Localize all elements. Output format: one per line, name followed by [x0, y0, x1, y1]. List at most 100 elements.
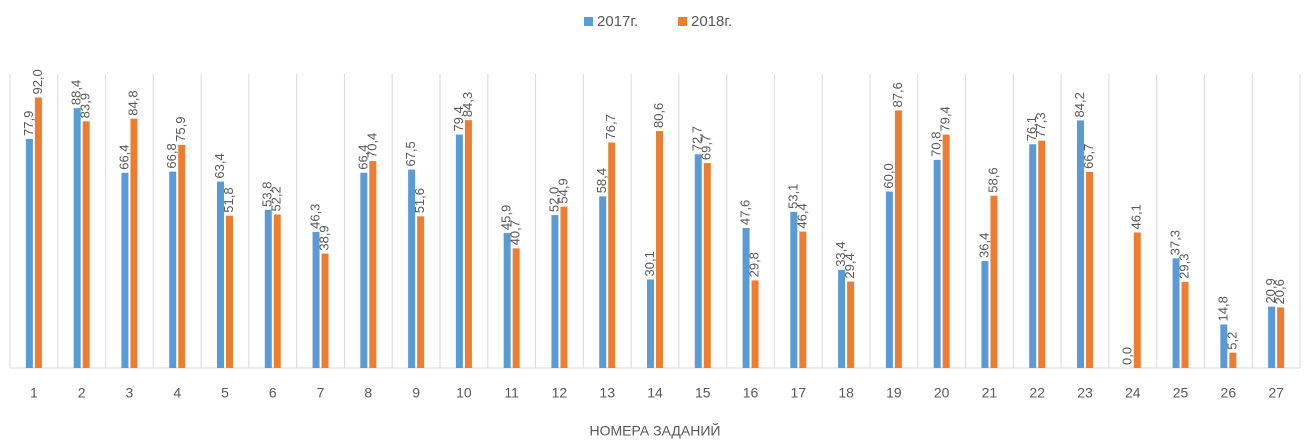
x-tick-label: 13	[599, 385, 615, 401]
legend-label: 2017г.	[597, 13, 638, 30]
value-label: 66,4	[355, 144, 370, 169]
value-label: 70,4	[364, 133, 379, 158]
bar	[608, 142, 616, 368]
value-label: 53,1	[785, 184, 800, 209]
bar	[694, 154, 702, 368]
value-label: 66,7	[1081, 144, 1096, 169]
value-label: 20,6	[1272, 279, 1287, 304]
x-tick-label: 24	[1125, 385, 1141, 401]
bar	[217, 181, 224, 368]
value-label: 76,1	[1024, 116, 1039, 141]
x-tick-label: 17	[791, 385, 807, 401]
x-tick-label: 4	[173, 385, 181, 401]
value-label: 83,9	[78, 93, 93, 118]
x-tick-label: 18	[838, 385, 854, 401]
x-tick-label: 12	[552, 385, 568, 401]
x-tick-label: 16	[743, 385, 759, 401]
value-label: 14,8	[1215, 296, 1230, 321]
bar	[742, 228, 750, 368]
bar	[264, 209, 272, 368]
bar	[838, 269, 846, 368]
bar	[847, 281, 855, 368]
bar	[321, 253, 329, 368]
value-label: 40,7	[508, 220, 523, 245]
bar	[34, 97, 42, 369]
bar	[647, 279, 654, 368]
bar	[894, 110, 902, 369]
value-label: 80,6	[651, 103, 666, 128]
value-label: 84,3	[460, 92, 475, 117]
value-label: 92,0	[30, 69, 45, 94]
x-tick-label: 7	[317, 385, 325, 401]
bar	[1220, 324, 1228, 368]
bar	[942, 134, 950, 368]
bar	[790, 211, 798, 368]
value-label: 66,8	[164, 143, 179, 168]
value-label: 38,9	[316, 225, 331, 250]
bar	[82, 121, 90, 368]
x-tick-label: 9	[412, 385, 420, 401]
value-label: 88,4	[69, 80, 84, 105]
value-label: 46,3	[307, 204, 322, 229]
value-label: 84,2	[1072, 92, 1087, 117]
value-label: 33,4	[833, 241, 848, 266]
bar	[417, 216, 425, 368]
value-label: 75,9	[173, 117, 188, 142]
value-label: 60,0	[881, 163, 896, 188]
value-label: 30,1	[642, 251, 657, 276]
bar	[551, 215, 559, 368]
x-tick-label: 15	[695, 385, 711, 401]
bar	[512, 248, 520, 368]
x-tick-label: 1	[30, 385, 38, 401]
value-label: 5,2	[1224, 332, 1239, 350]
x-tick-label: 10	[456, 385, 472, 401]
bar	[885, 191, 893, 368]
value-label: 58,6	[985, 167, 1000, 192]
value-label: 54,9	[555, 178, 570, 203]
bar	[464, 120, 472, 369]
bar	[703, 163, 711, 368]
value-label: 84,8	[125, 90, 140, 115]
x-tick-label: 26	[1221, 385, 1237, 401]
value-label: 63,4	[212, 153, 227, 178]
value-label: 79,4	[451, 106, 466, 131]
value-label: 46,4	[794, 203, 809, 228]
value-label: 66,4	[116, 144, 131, 169]
bar	[981, 260, 989, 368]
value-label: 77,3	[1033, 112, 1048, 137]
x-tick-label: 11	[504, 385, 519, 401]
bar	[312, 231, 320, 368]
value-label: 72,7	[690, 126, 705, 151]
bar	[656, 131, 663, 368]
x-tick-label: 8	[364, 385, 372, 401]
bar	[1133, 232, 1141, 368]
bar	[799, 231, 807, 368]
bar	[25, 138, 33, 368]
bar	[1038, 140, 1046, 368]
value-label: 53,8	[260, 182, 275, 207]
value-label: 29,8	[746, 252, 761, 277]
bar	[1229, 352, 1237, 368]
value-label: 51,6	[412, 188, 427, 213]
value-label: 52,0	[546, 187, 561, 212]
x-tick-label: 27	[1268, 385, 1284, 401]
x-tick-label: 19	[886, 385, 902, 401]
bar	[226, 215, 233, 368]
legend-label: 2018г.	[691, 13, 732, 30]
bar	[73, 108, 81, 368]
bar	[360, 172, 368, 368]
value-label: 79,4	[938, 106, 953, 131]
bar	[1086, 171, 1093, 368]
bar	[178, 144, 186, 368]
bar	[1077, 120, 1084, 369]
bar	[273, 214, 281, 368]
value-label: 46,1	[1129, 204, 1144, 229]
bar	[455, 134, 463, 368]
value-label: 36,4	[976, 233, 991, 258]
value-label: 76,7	[603, 114, 618, 139]
value-label: 87,6	[890, 82, 905, 107]
value-label: 70,8	[929, 132, 944, 157]
value-label: 67,5	[403, 141, 418, 166]
legend-swatch	[584, 17, 593, 26]
